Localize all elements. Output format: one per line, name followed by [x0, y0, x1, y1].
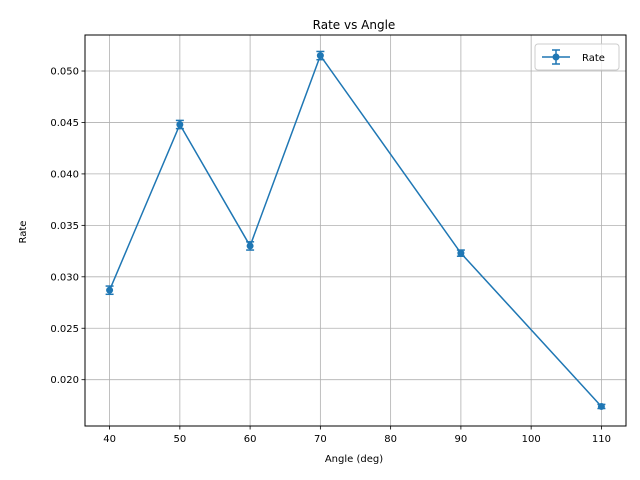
y-tick-label: 0.020	[50, 375, 79, 386]
series-rate	[106, 51, 606, 409]
series-line	[110, 56, 602, 407]
y-tick-label: 0.040	[50, 169, 79, 180]
data-point	[176, 121, 183, 128]
x-tick-label: 80	[384, 434, 397, 445]
chart-title: Rate vs Angle	[313, 18, 396, 32]
x-axis-ticks: 40 50 60 70 80 90 100 110	[103, 426, 611, 445]
x-axis-label: Angle (deg)	[325, 454, 383, 465]
x-tick-label: 50	[173, 434, 186, 445]
legend-point	[553, 54, 560, 61]
y-tick-label: 0.050	[50, 67, 79, 78]
grid-lines	[85, 35, 626, 426]
legend-label-rate: Rate	[582, 53, 605, 64]
data-point	[106, 287, 113, 294]
x-tick-label: 110	[592, 434, 611, 445]
y-tick-label: 0.030	[50, 272, 79, 283]
data-point	[247, 242, 254, 249]
y-tick-label: 0.025	[50, 324, 79, 335]
y-tick-label: 0.035	[50, 221, 79, 232]
x-tick-label: 60	[244, 434, 257, 445]
legend: Rate	[535, 44, 619, 70]
data-point	[317, 52, 324, 59]
y-tick-label: 0.045	[50, 118, 79, 129]
x-tick-label: 70	[314, 434, 327, 445]
y-axis-label: Rate	[18, 221, 29, 244]
plot-frame	[85, 35, 626, 426]
y-axis-ticks: 0.020 0.025 0.030 0.035 0.040 0.045 0.050	[50, 67, 85, 387]
x-tick-label: 90	[455, 434, 468, 445]
data-point	[598, 403, 605, 410]
data-point	[457, 250, 464, 257]
x-tick-label: 100	[522, 434, 541, 445]
x-tick-label: 40	[103, 434, 116, 445]
